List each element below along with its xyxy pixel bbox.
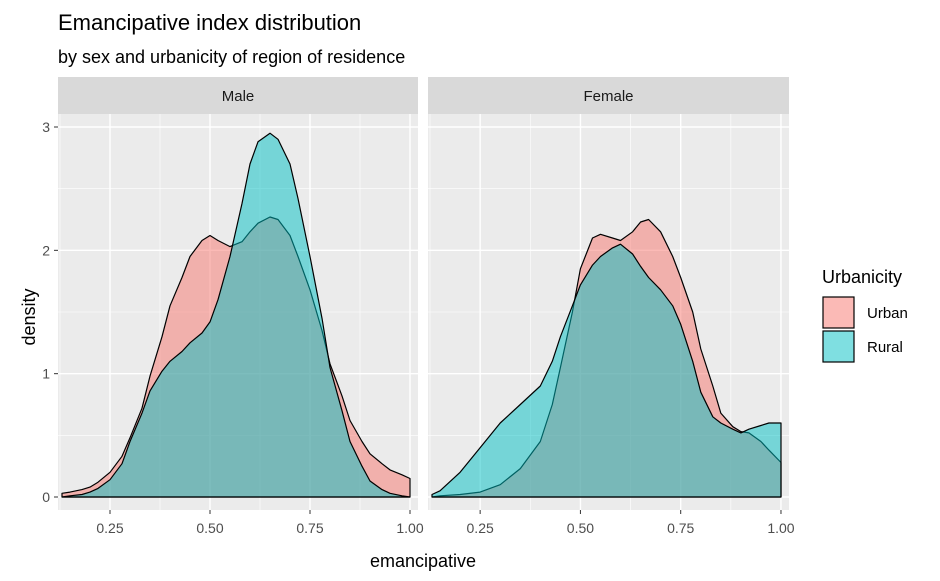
x-tick-label: 0.75 xyxy=(667,520,694,536)
chart-subtitle: by sex and urbanicity of region of resid… xyxy=(58,47,405,67)
x-tick-label: 0.50 xyxy=(567,520,594,536)
facet-panels: Male 0.25 0.50 0.75 1.00 Female 0.25 0.50 0.75 1.… xyxy=(58,77,795,536)
y-axis: 0 1 2 3 xyxy=(42,119,58,505)
facet-panel-female: Female 0.25 0.50 0.75 1.00 xyxy=(428,77,795,536)
facet-strip xyxy=(428,77,789,114)
legend-label-urban: Urban xyxy=(867,305,908,322)
facet-strip-label: Male xyxy=(222,88,255,105)
legend-key-rural xyxy=(822,330,855,363)
facet-strip-label: Female xyxy=(583,88,633,105)
y-tick-label: 2 xyxy=(42,242,50,258)
legend-title: Urbanicity xyxy=(822,267,902,287)
y-axis-title: density xyxy=(19,288,39,345)
x-tick-label: 1.00 xyxy=(396,520,423,536)
x-tick-label: 0.50 xyxy=(196,520,223,536)
density-area-rural-female xyxy=(431,243,782,498)
legend: Urbanicity Urban Rural xyxy=(822,267,908,363)
legend-label-rural: Rural xyxy=(867,339,903,356)
legend-key-urban xyxy=(822,296,855,329)
legend-items: Urban Rural xyxy=(822,296,908,363)
chart-title: Emancipative index distribution xyxy=(58,10,361,35)
facet-panel-male: Male 0.25 0.50 0.75 1.00 xyxy=(58,77,424,536)
x-tick-label: 0.75 xyxy=(296,520,323,536)
x-tick-label: 0.25 xyxy=(96,520,123,536)
x-tick-label: 1.00 xyxy=(767,520,794,536)
x-axis-title: emancipative xyxy=(370,551,476,571)
x-tick-label: 0.25 xyxy=(467,520,494,536)
y-tick-label: 3 xyxy=(42,119,50,135)
y-tick-label: 0 xyxy=(42,489,50,505)
y-tick-label: 1 xyxy=(42,366,50,382)
density-area-rural-male xyxy=(61,132,411,498)
facet-strip xyxy=(58,77,418,114)
